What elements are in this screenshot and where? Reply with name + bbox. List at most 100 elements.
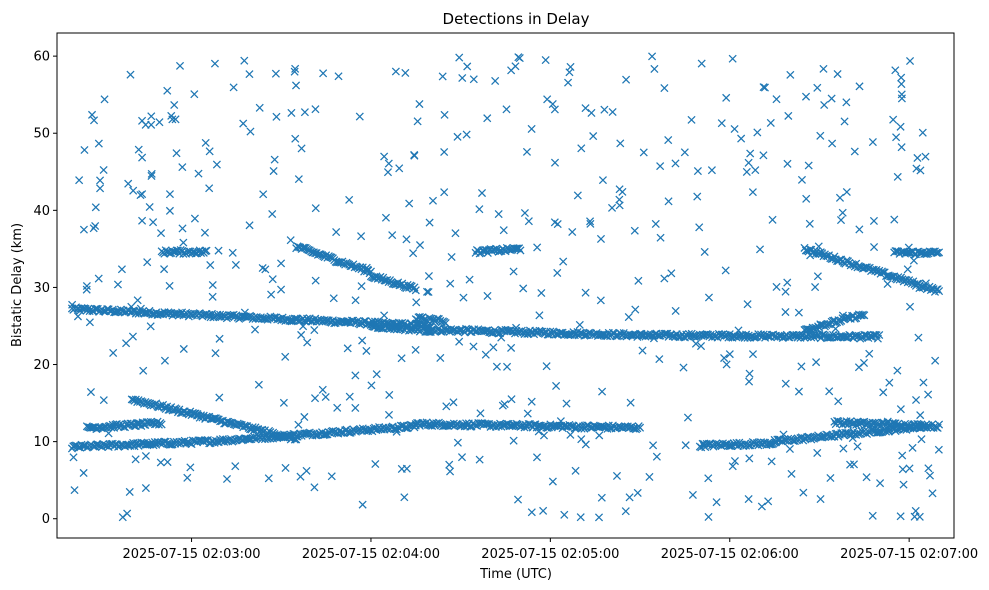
- data-point: [458, 73, 467, 83]
- data-point: [94, 274, 103, 283]
- data-point: [730, 124, 739, 134]
- data-point: [760, 83, 769, 92]
- data-point: [99, 306, 108, 316]
- data-point: [577, 144, 586, 153]
- data-point: [147, 171, 156, 181]
- data-point: [679, 363, 688, 372]
- data-point: [175, 61, 185, 70]
- data-point: [299, 322, 308, 331]
- data-point: [896, 122, 905, 131]
- data-point: [294, 175, 303, 184]
- data-point: [363, 265, 372, 274]
- data-point: [649, 334, 658, 343]
- data-point: [113, 280, 122, 289]
- data-point: [784, 111, 793, 120]
- data-point: [781, 307, 790, 317]
- data-point: [73, 312, 82, 321]
- x-tick-label: 2025-07-15 02:07:00: [840, 547, 978, 562]
- data-point: [836, 216, 846, 225]
- data-point: [748, 350, 758, 359]
- data-point: [883, 417, 892, 426]
- data-point: [75, 176, 84, 185]
- data-point: [492, 362, 501, 371]
- data-point: [333, 403, 342, 412]
- data-point: [216, 310, 225, 319]
- x-tick-label: 2025-07-15 02:05:00: [481, 547, 619, 562]
- data-point: [178, 224, 187, 233]
- data-point: [548, 477, 557, 486]
- data-point: [451, 229, 460, 238]
- data-point: [853, 442, 862, 451]
- data-point: [138, 190, 147, 199]
- data-point: [522, 147, 532, 156]
- data-point: [86, 388, 95, 397]
- data-point: [422, 287, 432, 296]
- data-point: [859, 358, 869, 367]
- data-point: [921, 152, 930, 161]
- data-point: [812, 358, 821, 367]
- data-point: [842, 98, 851, 107]
- data-point: [147, 120, 156, 129]
- data-point: [401, 68, 410, 77]
- data-point: [834, 397, 843, 406]
- data-point: [598, 387, 607, 396]
- data-point: [691, 339, 700, 348]
- data-point: [615, 185, 624, 194]
- data-point: [746, 149, 755, 158]
- data-point: [310, 325, 319, 335]
- data-point: [801, 92, 811, 101]
- data-point: [935, 248, 944, 257]
- data-point: [660, 83, 669, 93]
- data-point: [201, 247, 210, 256]
- data-point: [876, 479, 885, 488]
- data-point: [362, 263, 371, 272]
- data-point: [469, 342, 478, 351]
- data-point: [332, 228, 341, 237]
- data-point: [794, 308, 803, 317]
- data-point: [560, 510, 569, 519]
- data-point: [201, 138, 210, 147]
- data-point: [660, 274, 669, 283]
- data-point: [231, 462, 240, 471]
- data-point: [622, 75, 631, 84]
- data-point: [208, 292, 217, 301]
- data-point: [428, 196, 438, 205]
- data-point: [287, 108, 296, 117]
- data-point: [138, 116, 147, 125]
- data-point: [222, 474, 232, 484]
- data-point: [319, 69, 328, 78]
- data-point: [147, 169, 156, 178]
- data-point: [453, 438, 462, 447]
- data-point: [396, 421, 405, 430]
- data-point: [311, 105, 320, 114]
- data-point: [631, 305, 640, 314]
- data-point: [279, 398, 288, 407]
- data-point: [636, 423, 645, 432]
- data-point: [229, 83, 238, 92]
- data-point: [822, 251, 831, 260]
- data-point: [921, 279, 930, 288]
- data-point: [483, 114, 492, 123]
- data-point: [651, 219, 660, 229]
- data-point: [897, 94, 906, 103]
- data-point: [351, 403, 360, 412]
- data-point: [520, 208, 529, 218]
- data-point: [568, 227, 577, 237]
- y-tick-label: 30: [33, 281, 50, 296]
- data-point: [91, 203, 100, 212]
- data-point: [728, 54, 737, 63]
- data-point: [131, 455, 140, 464]
- data-point: [388, 231, 397, 240]
- data-point: [186, 463, 195, 472]
- data-point: [89, 116, 99, 125]
- data-point: [908, 443, 917, 452]
- data-point: [797, 362, 806, 371]
- data-point: [165, 281, 174, 290]
- data-point: [239, 119, 248, 128]
- data-point: [449, 398, 458, 407]
- data-point: [865, 349, 874, 358]
- data-point: [687, 115, 696, 124]
- data-point: [805, 219, 814, 228]
- data-point: [212, 160, 221, 169]
